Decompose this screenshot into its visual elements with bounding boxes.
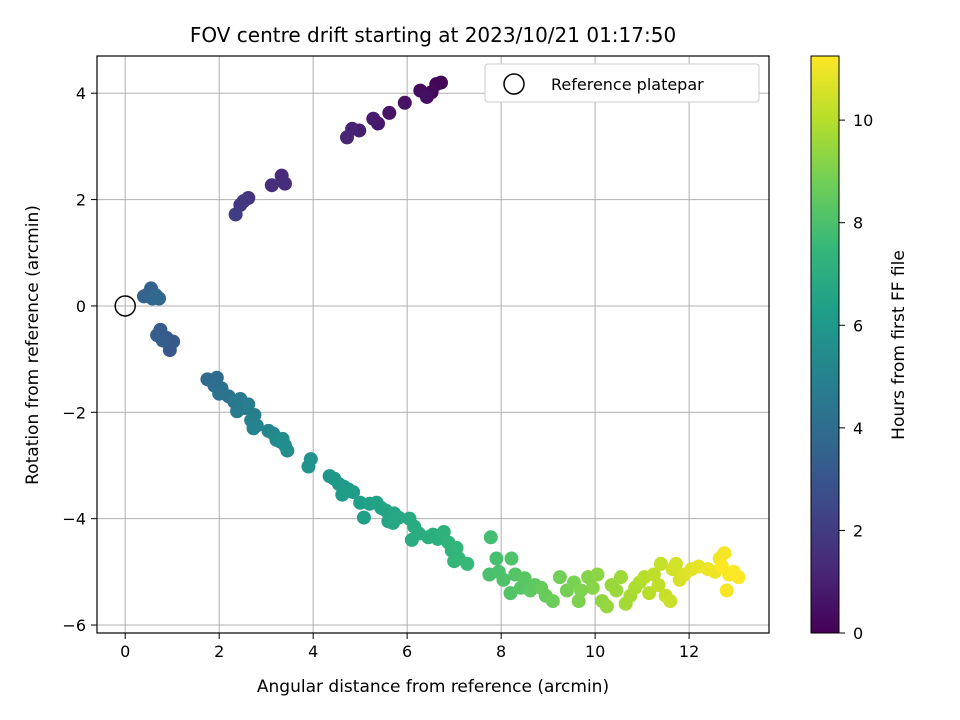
data-point — [483, 530, 498, 545]
data-point — [301, 459, 316, 474]
data-point — [155, 333, 170, 348]
data-point — [585, 580, 600, 595]
data-point — [277, 176, 292, 191]
y-tick-label: 0 — [76, 297, 86, 316]
colorbar-label: Hours from first FF file — [889, 250, 909, 440]
data-point — [653, 556, 668, 571]
y-axis-ticks: −6 −4 −2 0 2 4 — [62, 84, 97, 635]
data-point — [663, 594, 678, 609]
data-point — [574, 583, 589, 598]
data-point — [590, 567, 605, 582]
data-point — [609, 583, 624, 598]
data-point — [436, 524, 451, 539]
x-tick-label: 12 — [679, 642, 699, 661]
data-point — [545, 594, 560, 609]
colorbar-tick-label: 8 — [853, 214, 863, 233]
data-point — [419, 89, 434, 104]
y-tick-label: −4 — [62, 510, 86, 529]
x-tick-label: 6 — [402, 642, 412, 661]
data-point — [613, 570, 628, 585]
chart-title: FOV centre drift starting at 2023/10/21 … — [190, 23, 676, 47]
data-point — [496, 572, 511, 587]
data-point — [646, 567, 661, 582]
y-tick-label: −2 — [62, 403, 86, 422]
data-point — [228, 207, 243, 222]
data-point — [504, 551, 519, 566]
colorbar-tick-label: 10 — [853, 111, 873, 130]
data-point — [731, 570, 746, 585]
data-point — [552, 570, 567, 585]
data-point — [599, 599, 614, 614]
reference-platepar-marker — [114, 295, 136, 317]
data-point — [460, 556, 475, 571]
data-point — [503, 586, 518, 601]
legend-label: Reference platepar — [551, 75, 704, 94]
x-tick-label: 0 — [120, 642, 130, 661]
colorbar — [810, 55, 840, 634]
data-point — [717, 546, 732, 561]
x-axis-label: Angular distance from reference (arcmin) — [257, 677, 609, 697]
data-point — [275, 431, 290, 446]
data-point — [346, 485, 361, 500]
data-point — [449, 540, 464, 555]
y-tick-label: −6 — [62, 616, 86, 635]
legend-box — [484, 63, 760, 103]
legend-marker — [503, 73, 525, 95]
data-point — [447, 554, 462, 569]
data-point — [719, 583, 734, 598]
colorbar-tick-label: 6 — [853, 316, 863, 335]
colorbar-tick-label: 4 — [853, 419, 863, 438]
y-tick-label: 2 — [76, 191, 86, 210]
data-point — [340, 130, 355, 145]
legend: Reference platepar — [484, 63, 760, 103]
x-tick-label: 10 — [585, 642, 605, 661]
colorbar-tick-label: 0 — [853, 624, 863, 643]
data-points — [136, 75, 746, 614]
y-tick-label: 4 — [76, 84, 86, 103]
data-point — [152, 291, 167, 306]
y-axis-label: Rotation from reference (arcmin) — [23, 205, 43, 485]
data-point — [246, 421, 261, 436]
x-tick-label: 2 — [214, 642, 224, 661]
data-point — [651, 578, 666, 593]
data-point — [356, 510, 371, 525]
data-point — [366, 111, 381, 126]
x-axis-ticks: 0 2 4 6 8 10 12 — [120, 633, 699, 661]
data-point — [382, 105, 397, 120]
data-point — [280, 443, 295, 458]
data-point — [397, 95, 412, 110]
colorbar-ticks: 0 2 4 6 8 10 — [839, 111, 873, 643]
data-point — [668, 556, 683, 571]
data-point — [264, 178, 279, 193]
x-tick-label: 4 — [308, 642, 318, 661]
data-point — [335, 487, 350, 502]
data-point — [241, 397, 256, 412]
data-point — [642, 586, 657, 601]
plot-frame — [96, 55, 770, 634]
data-point — [517, 571, 532, 586]
data-point — [571, 594, 586, 609]
grid — [97, 56, 769, 633]
data-point — [489, 551, 504, 566]
data-point — [386, 515, 401, 530]
colorbar-tick-label: 2 — [853, 521, 863, 540]
data-point — [715, 559, 730, 574]
x-tick-label: 8 — [496, 642, 506, 661]
